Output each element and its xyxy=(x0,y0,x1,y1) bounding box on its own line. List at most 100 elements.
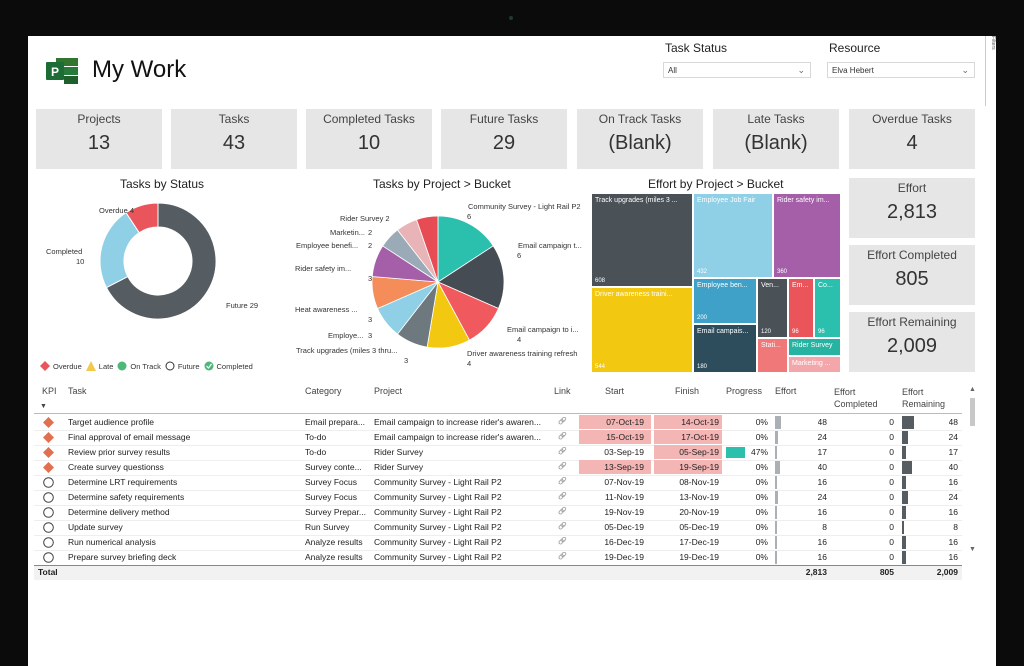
scroll-down-icon[interactable]: ▼ xyxy=(969,546,976,553)
progress-value: 0% xyxy=(755,462,768,472)
treemap-tile-label: Rider Survey xyxy=(792,342,833,349)
treemap-tile[interactable]: Co... 96 xyxy=(815,279,840,337)
table-row[interactable]: Create survey questionss Survey conte... R… xyxy=(34,460,962,476)
sort-desc-icon[interactable]: ▼ xyxy=(40,403,47,410)
start-date: 05-Dec-19 xyxy=(604,522,644,532)
task-name: Update survey xyxy=(68,522,123,532)
table-row[interactable]: Update survey Run Survey Community Survey … xyxy=(34,520,962,536)
table-row[interactable]: Prepare survey briefing deck Analyze resu… xyxy=(34,550,962,565)
treemap-tile[interactable]: Email campais... 180 xyxy=(694,325,756,372)
treemap-tile[interactable]: Track upgrades (miles 3 ... 608 xyxy=(592,194,692,286)
table-row[interactable]: Review prior survey results To-do Rider Su… xyxy=(34,445,962,461)
finish-date: 17-Dec-19 xyxy=(679,537,719,547)
header-progress[interactable]: Progress xyxy=(726,386,763,396)
effort-bar xyxy=(775,551,777,564)
link-icon[interactable]: 🔗 xyxy=(558,433,567,440)
filters-pane-tab[interactable]: Filters xyxy=(985,36,996,106)
treemap-tile[interactable]: Driver awareness traini... 544 xyxy=(592,288,692,372)
pie-slice-1[interactable] xyxy=(437,245,505,310)
treemap-tile-label: Ven... xyxy=(761,282,779,289)
effort-card-effort: Effort 2,813 xyxy=(849,178,975,238)
treemap-tile[interactable]: Employee Job Fair 432 xyxy=(694,194,772,277)
link-icon[interactable]: 🔗 xyxy=(558,538,567,545)
header-start[interactable]: Start xyxy=(605,386,625,396)
effort-value: 40 xyxy=(817,462,827,472)
treemap-tile-label: Email campais... xyxy=(697,328,749,335)
treemap-tile[interactable]: Em... 96 xyxy=(789,279,813,337)
table-row[interactable]: Run numerical analysis Analyze results Com… xyxy=(34,535,962,551)
table-scrollbar[interactable]: ▲ ▼ xyxy=(968,386,976,556)
donut-slice-overdue[interactable] xyxy=(125,202,159,234)
effort-remaining-value: 17 xyxy=(948,447,958,457)
header-category[interactable]: Category xyxy=(305,386,342,396)
effort-remaining-value: 48 xyxy=(948,417,958,427)
pie-label-track-upgrades-value: 3 xyxy=(404,356,409,365)
link-icon[interactable]: 🔗 xyxy=(558,463,567,470)
effort-remaining-bar xyxy=(902,536,906,549)
effort-completed-value: 0 xyxy=(889,432,894,442)
donut-label-completed-value: 10 xyxy=(76,257,85,266)
treemap-tile-label: Marketing ... xyxy=(792,360,831,367)
overdue-diamond-icon xyxy=(43,462,54,475)
effort-remaining-bar xyxy=(902,551,906,564)
header-link[interactable]: Link xyxy=(554,386,571,396)
kpi-card-projects: Projects 13 xyxy=(36,109,162,169)
link-icon[interactable]: 🔗 xyxy=(558,478,567,485)
effort-completed-value: 0 xyxy=(889,417,894,427)
link-icon[interactable]: 🔗 xyxy=(558,523,567,530)
table-row[interactable]: Determine delivery method Survey Prepar..… xyxy=(34,505,962,521)
resource-dropdown[interactable]: Elva Hebert ⌄ xyxy=(827,62,975,78)
task-name: Determine delivery method xyxy=(68,507,170,517)
effort-value: 16 xyxy=(817,477,827,487)
chart-title-effort-by-project: Effort by Project > Bucket xyxy=(648,177,784,191)
treemap-tile[interactable]: Marketing ... xyxy=(789,357,840,372)
header-project[interactable]: Project xyxy=(374,386,403,396)
effort-remaining-value: 16 xyxy=(948,477,958,487)
table-row[interactable]: Target audience profile Email prepara... E… xyxy=(34,415,962,431)
resource-value: Elva Hebert xyxy=(832,66,874,75)
treemap-tile[interactable]: Rider Survey xyxy=(789,339,840,355)
table-row[interactable]: Final approval of email message To-do Emai… xyxy=(34,430,962,446)
donut-slice-future[interactable] xyxy=(105,202,217,320)
header-effort-remaining[interactable]: Effort Remaining xyxy=(902,387,946,409)
table-row[interactable]: Determine safety requirements Survey Focu… xyxy=(34,490,962,506)
task-status-dropdown[interactable]: All ⌄ xyxy=(663,62,811,78)
link-icon[interactable]: 🔗 xyxy=(558,493,567,500)
kpi-card-tasks: Tasks 43 xyxy=(171,109,297,169)
task-category: Survey conte... xyxy=(305,462,362,472)
effort-remaining-bar xyxy=(902,521,904,534)
on-track-legend-icon xyxy=(117,361,127,371)
progress-value: 0% xyxy=(755,432,768,442)
header-kpi[interactable]: KPI xyxy=(42,386,57,396)
effort-remaining-bar xyxy=(902,476,906,489)
treemap-tile[interactable]: Employee ben... 200 xyxy=(694,279,756,323)
link-icon[interactable]: 🔗 xyxy=(558,448,567,455)
effort-remaining-value: 16 xyxy=(948,537,958,547)
task-category: Analyze results xyxy=(305,552,363,562)
kpi-value: (Blank) xyxy=(608,132,672,154)
effort-remaining-value: 16 xyxy=(948,507,958,517)
legend-label: Future xyxy=(177,361,200,371)
header-effort[interactable]: Effort xyxy=(775,386,797,396)
effort-completed-value: 0 xyxy=(889,492,894,502)
treemap-tile[interactable]: Ven... 120 xyxy=(758,279,787,337)
treemap-tile[interactable]: Rider safety im... 360 xyxy=(774,194,840,277)
scrollbar-thumb[interactable] xyxy=(970,398,975,426)
table-row[interactable]: Determine LRT requirements Survey Focus Co… xyxy=(34,475,962,491)
pie-slice-10[interactable] xyxy=(416,215,439,283)
header-task[interactable]: Task xyxy=(68,386,87,396)
tasks-by-project-pie[interactable] xyxy=(368,212,508,352)
effort-completed-value: 0 xyxy=(889,537,894,547)
treemap-tile[interactable]: Stati... xyxy=(758,339,787,372)
header-effort-completed[interactable]: Effort Completed xyxy=(834,387,878,409)
link-icon[interactable]: 🔗 xyxy=(558,508,567,515)
effort-treemap[interactable]: Track upgrades (miles 3 ... 608 Employee J… xyxy=(592,194,840,372)
link-icon[interactable]: 🔗 xyxy=(558,553,567,560)
scroll-up-icon[interactable]: ▲ xyxy=(969,386,976,393)
header-finish[interactable]: Finish xyxy=(675,386,700,396)
treemap-tile-value: 432 xyxy=(697,269,708,275)
kpi-label: On Track Tasks xyxy=(598,112,682,126)
pie-slice-0[interactable] xyxy=(437,215,494,283)
tasks-by-status-donut[interactable] xyxy=(88,196,228,326)
link-icon[interactable]: 🔗 xyxy=(558,418,567,425)
